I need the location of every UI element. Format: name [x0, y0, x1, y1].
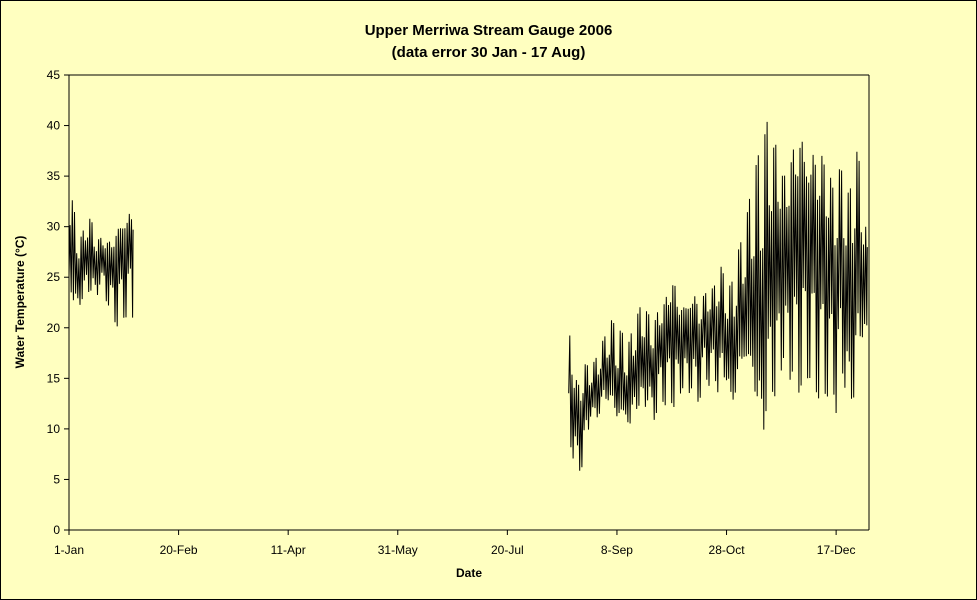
y-tick-label: 30 — [47, 220, 61, 234]
y-tick-label: 25 — [47, 270, 61, 284]
y-tick-label: 0 — [53, 523, 60, 537]
x-tick-label: 20-Jul — [491, 543, 524, 557]
y-tick-label: 5 — [53, 472, 60, 486]
chart-subtitle: (data error 30 Jan - 17 Aug) — [391, 44, 586, 61]
x-tick-label: 1-Jan — [54, 543, 84, 557]
chart-title: Upper Merriwa Stream Gauge 2006 — [364, 22, 613, 39]
x-tick-label: 28-Oct — [709, 543, 746, 557]
y-tick-label: 40 — [47, 119, 61, 133]
x-axis-title: Date — [456, 566, 482, 580]
y-tick-label: 20 — [47, 321, 61, 335]
temperature-series-segment-2 — [568, 121, 868, 471]
x-tick-label: 20-Feb — [160, 543, 198, 557]
temperature-series-segment-1 — [68, 200, 134, 327]
y-tick-label: 15 — [47, 371, 61, 385]
y-axis-title: Water Temperature (°C) — [13, 236, 27, 369]
y-tick-label: 45 — [47, 68, 61, 82]
x-tick-label: 17-Dec — [817, 543, 856, 557]
y-tick-label: 35 — [47, 169, 61, 183]
x-tick-label: 8-Sep — [601, 543, 633, 557]
x-tick-label: 11-Apr — [271, 543, 306, 557]
x-tick-label: 31-May — [378, 543, 418, 557]
y-tick-label: 10 — [47, 422, 61, 436]
plot-area — [69, 75, 869, 530]
